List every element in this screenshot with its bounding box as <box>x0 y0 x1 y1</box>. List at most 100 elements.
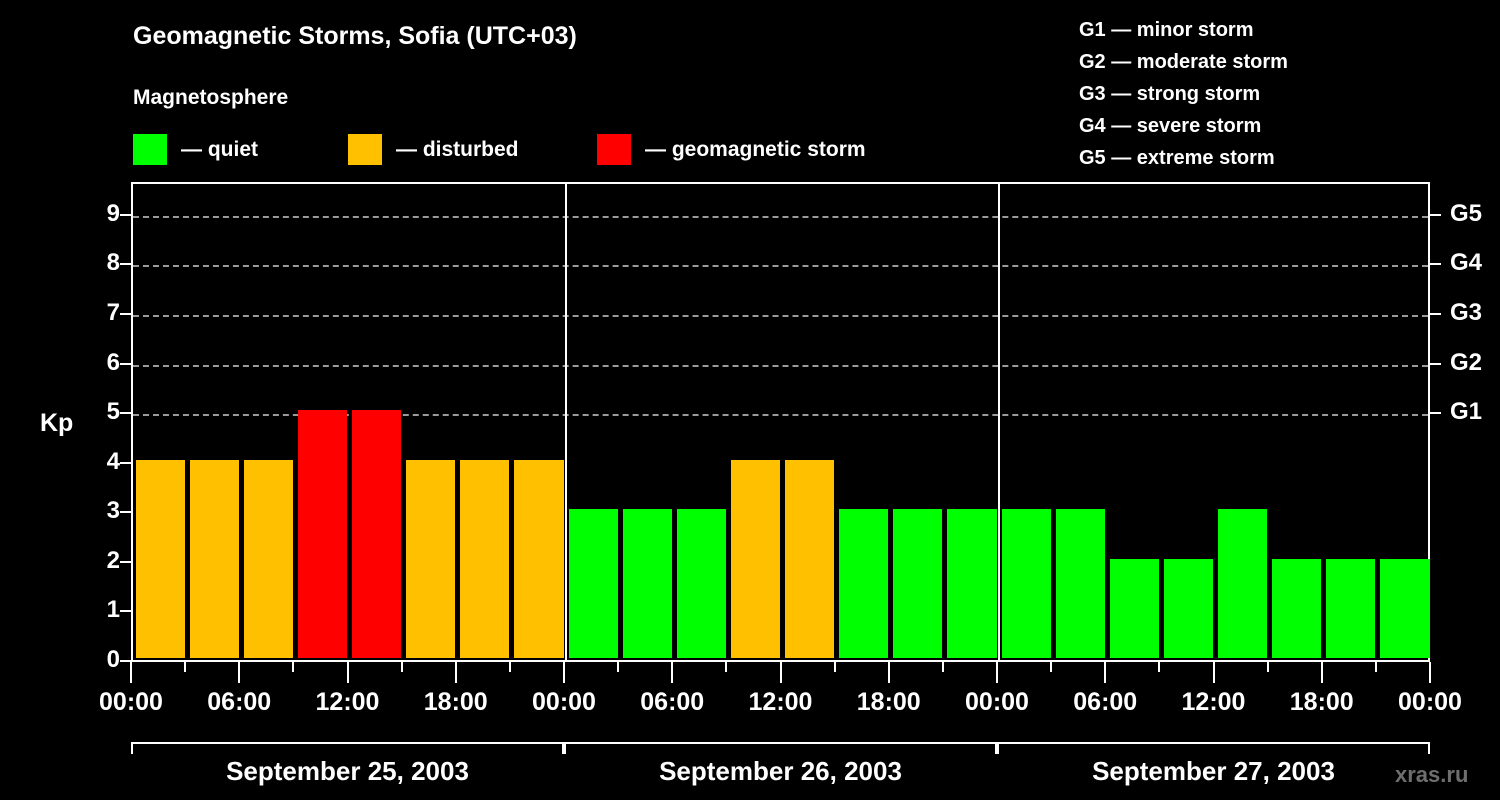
watermark: xras.ru <box>1395 762 1469 787</box>
x-tick-label-6: 12:00 <box>748 688 813 716</box>
x-tick-17 <box>1050 662 1053 672</box>
x-tick-7 <box>508 662 511 672</box>
y-tick-mark-7 <box>120 312 131 315</box>
gridline-kp-7 <box>133 314 1428 317</box>
y-tick-label-4: 4 <box>106 447 120 475</box>
date-label-1: September 25, 2003 <box>226 756 469 786</box>
g-scale-legend-item-1: G1 — minor storm <box>1079 19 1254 41</box>
x-tick-3 <box>292 662 295 672</box>
bar-day2-1500[interactable] <box>839 509 889 658</box>
x-tick-label-9: 06:00 <box>1073 688 1138 716</box>
g-scale-axis: G1 G2 G3 G4 G5 <box>1430 182 1500 662</box>
bar-day1-2100[interactable] <box>514 459 564 658</box>
bar-day1-0900[interactable] <box>297 410 347 658</box>
y-tick-label-2: 2 <box>106 546 120 574</box>
x-tick-21 <box>1266 662 1269 672</box>
legend-swatch-disturbed-icon <box>348 134 382 165</box>
y-tick-mark-1 <box>120 610 131 613</box>
g-scale-legend-item-2: G2 — moderate storm <box>1079 51 1288 74</box>
y-tick-mark-6 <box>120 362 131 365</box>
legend-entry-quiet[interactable]: — quiet <box>133 133 258 166</box>
day-divider-2 <box>998 184 1000 660</box>
x-tick-12 <box>779 662 782 683</box>
g-tick-label-g2: G2 <box>1450 348 1483 376</box>
magnetosphere-heading: Magnetosphere <box>133 86 289 109</box>
bar-day3-1200[interactable] <box>1218 509 1268 658</box>
g-tick-mark-g4 <box>1430 263 1441 266</box>
x-tick-19 <box>1158 662 1161 672</box>
legend-entry-geomagnetic-storm[interactable]: — geomagnetic storm <box>597 133 866 166</box>
g-tick-mark-g3 <box>1430 312 1441 315</box>
x-tick-4 <box>346 662 349 683</box>
gridline-kp-8 <box>133 265 1428 268</box>
y-tick-label-9: 9 <box>106 199 120 227</box>
x-tick-label-12: 00:00 <box>1398 688 1462 716</box>
y-tick-mark-4 <box>120 461 131 464</box>
x-tick-label-8: 00:00 <box>965 688 1029 716</box>
g-tick-label-g3: G3 <box>1450 298 1483 326</box>
bar-day2-1200[interactable] <box>785 459 835 658</box>
g-tick-label-g4: G4 <box>1450 249 1483 277</box>
g-tick-mark-g1 <box>1430 412 1441 415</box>
x-tick-11 <box>725 662 728 672</box>
y-tick-mark-5 <box>120 412 131 415</box>
legend-entry-disturbed[interactable]: — disturbed <box>348 133 519 166</box>
date-bracket-1 <box>131 742 564 754</box>
x-tick-label-4: 00:00 <box>532 688 596 716</box>
y-tick-label-5: 5 <box>106 398 120 426</box>
bar-day3-1800[interactable] <box>1326 558 1376 658</box>
x-tick-15 <box>941 662 944 672</box>
x-tick-23 <box>1374 662 1377 672</box>
y-tick-label-6: 6 <box>106 348 120 376</box>
legend-label-geomagnetic-storm: — geomagnetic storm <box>645 137 866 161</box>
x-tick-14 <box>887 662 890 683</box>
x-tick-0 <box>130 662 132 683</box>
bar-day1-1500[interactable] <box>406 459 456 658</box>
y-tick-mark-8 <box>120 263 131 266</box>
g-scale-legend-item-4: G4 — severe storm <box>1079 115 1262 138</box>
bar-day1-0300[interactable] <box>189 459 239 658</box>
bar-day3-0600[interactable] <box>1109 558 1159 658</box>
x-tick-18 <box>1104 662 1107 683</box>
bar-day2-1800[interactable] <box>893 509 943 658</box>
bar-day2-0900[interactable] <box>730 459 780 658</box>
bar-day1-0000[interactable] <box>135 459 185 658</box>
x-tick-label-2: 12:00 <box>315 688 380 716</box>
x-tick-label-1: 06:00 <box>207 688 272 716</box>
y-tick-label-3: 3 <box>106 497 120 525</box>
date-label-2: September 26, 2003 <box>659 756 902 786</box>
date-bracket-2 <box>564 742 997 754</box>
x-tick-1 <box>184 662 187 672</box>
g-scale-legend: G1 — minor storm G2 — moderate storm G3 — … <box>1079 14 1288 174</box>
y-tick-label-7: 7 <box>106 298 120 326</box>
x-tick-label-11: 18:00 <box>1289 688 1354 716</box>
g-scale-legend-item-3: G3 — strong storm <box>1079 83 1261 106</box>
gridline-kp-5 <box>133 414 1428 417</box>
bar-day3-0000[interactable] <box>1001 509 1051 658</box>
bar-day1-1200[interactable] <box>352 410 402 658</box>
y-tick-mark-3 <box>120 511 131 514</box>
bar-day1-0600[interactable] <box>243 459 293 658</box>
bar-day3-0300[interactable] <box>1055 509 1105 658</box>
bar-day3-0900[interactable] <box>1163 558 1213 658</box>
y-tick-label-0: 0 <box>106 646 120 673</box>
bar-day2-0300[interactable] <box>622 509 672 658</box>
bar-day3-1500[interactable] <box>1272 558 1322 658</box>
x-axis: 00:00 06:00 12:00 18:00 00:00 06:00 12:00 18:00… <box>99 662 1462 792</box>
g-tick-mark-g2 <box>1430 362 1441 365</box>
x-tick-label-0: 00:00 <box>99 688 163 716</box>
x-tick-24 <box>1429 662 1431 683</box>
y-tick-mark-2 <box>120 560 131 563</box>
y-tick-label-8: 8 <box>106 249 120 277</box>
page-title: Geomagnetic Storms, Sofia (UTC+03) <box>133 22 577 50</box>
y-tick-label-1: 1 <box>106 596 120 624</box>
x-tick-9 <box>617 662 620 672</box>
gridline-kp-9 <box>133 215 1428 218</box>
bar-day2-0000[interactable] <box>568 509 618 658</box>
date-bracket-3 <box>997 742 1430 754</box>
chart-plot-area <box>131 182 1430 662</box>
bar-day3-2100[interactable] <box>1380 558 1430 658</box>
bar-day2-0600[interactable] <box>676 509 726 658</box>
bar-day1-1800[interactable] <box>460 459 510 658</box>
bar-day2-2100[interactable] <box>947 509 997 658</box>
